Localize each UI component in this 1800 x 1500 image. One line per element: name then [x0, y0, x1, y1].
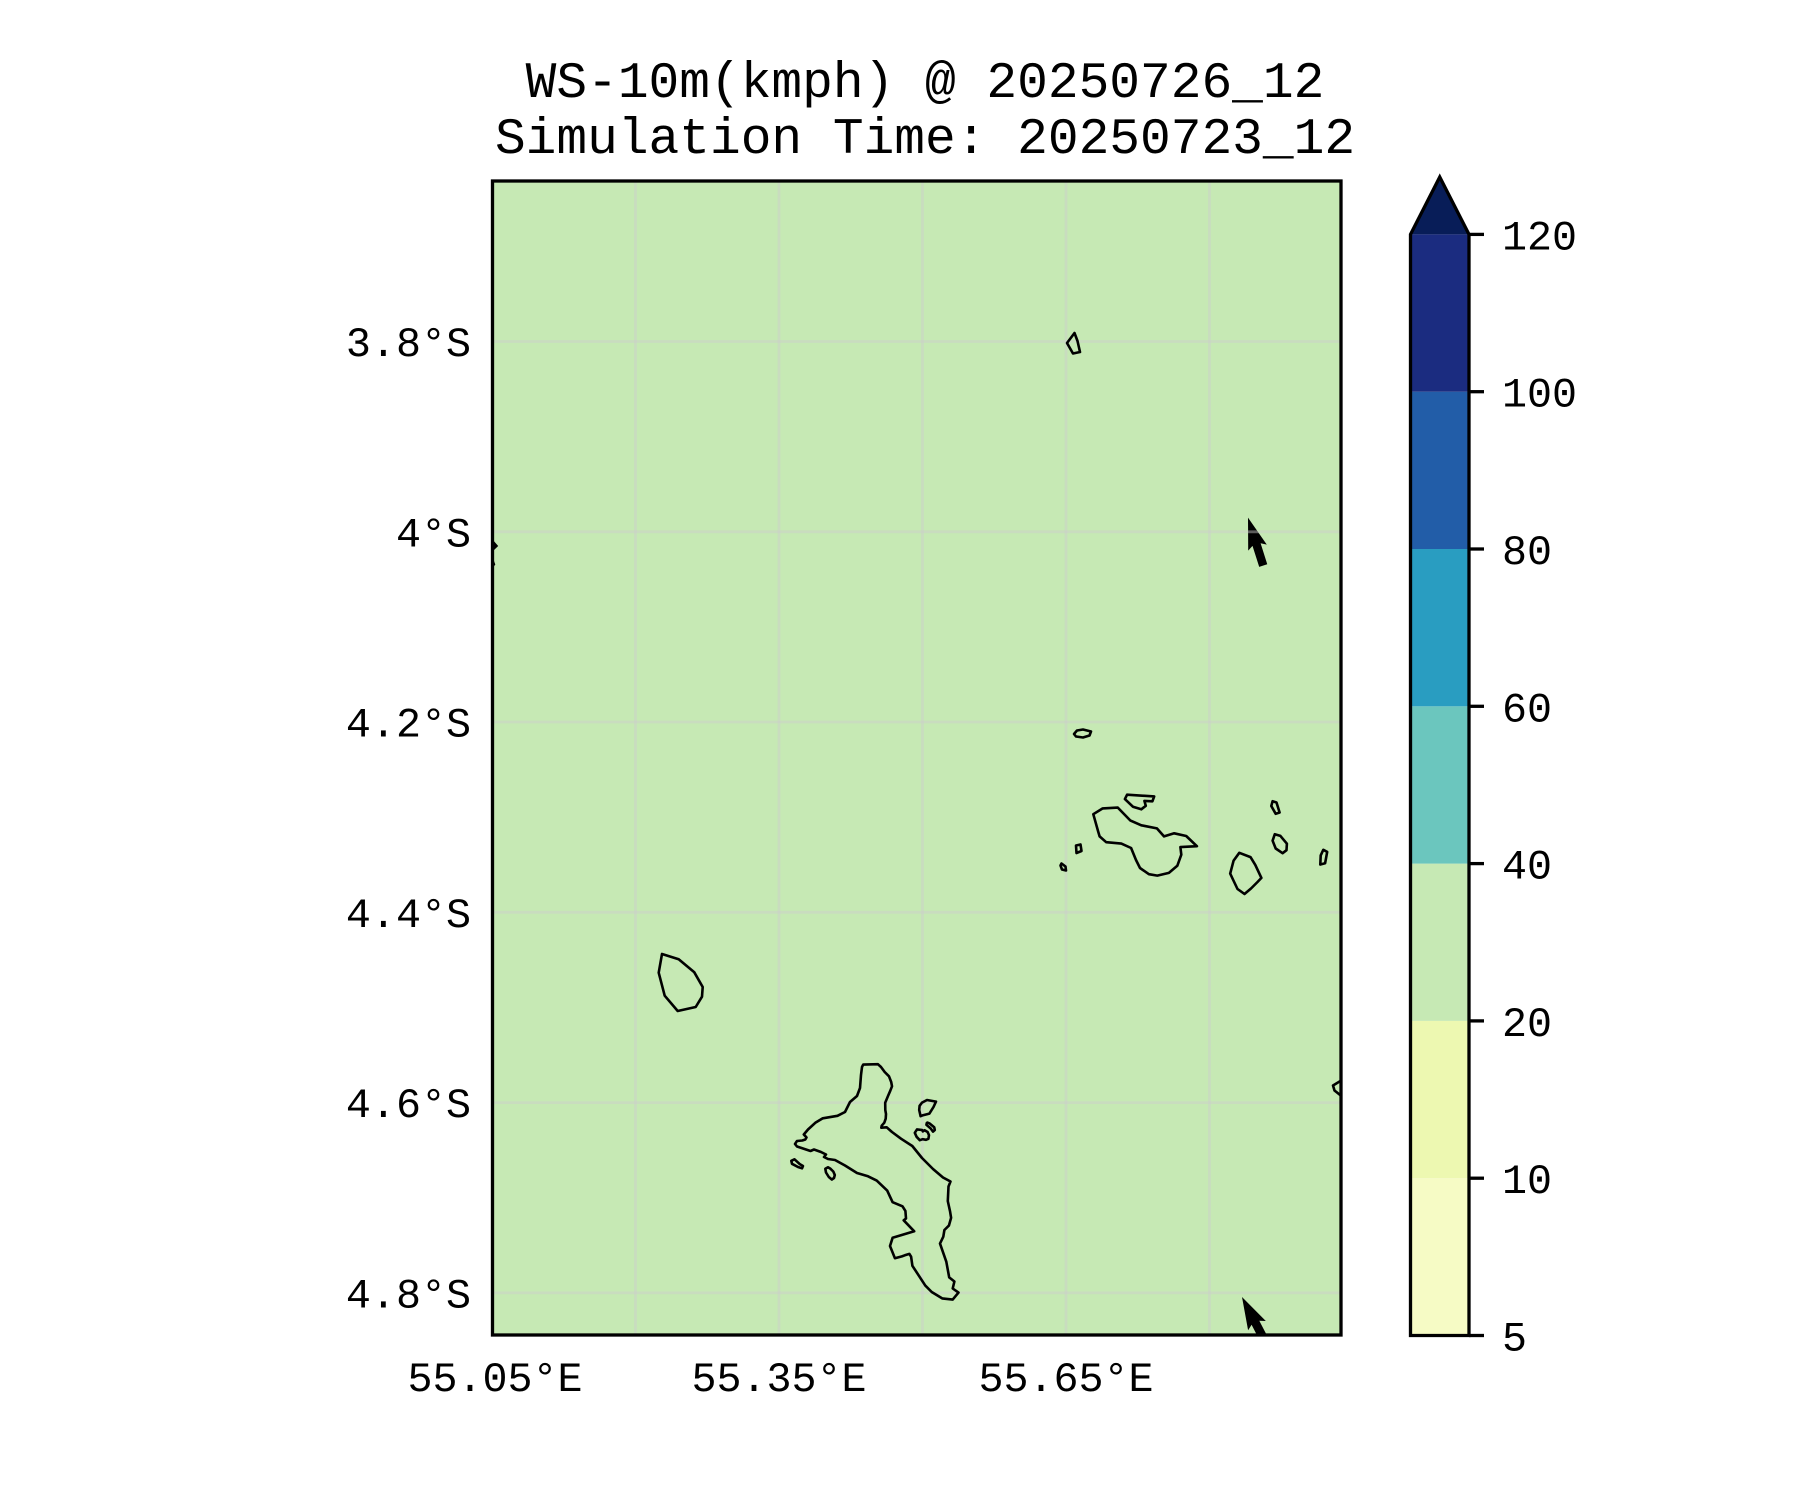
- svg-text:40: 40: [1502, 844, 1552, 892]
- svg-text:60: 60: [1502, 686, 1552, 734]
- svg-text:20: 20: [1502, 1001, 1552, 1049]
- svg-text:80: 80: [1502, 529, 1552, 577]
- svg-text:120: 120: [1502, 214, 1577, 262]
- svg-text:4.2°S: 4.2°S: [346, 702, 471, 750]
- svg-text:4.8°S: 4.8°S: [346, 1272, 471, 1320]
- svg-text:5: 5: [1502, 1316, 1527, 1364]
- svg-text:55.65°E: 55.65°E: [978, 1356, 1153, 1404]
- svg-text:WS-10m(kmph) @ 20250726_12: WS-10m(kmph) @ 20250726_12: [526, 55, 1325, 113]
- svg-text:Simulation Time: 20250723_12: Simulation Time: 20250723_12: [495, 111, 1355, 169]
- svg-text:55.05°E: 55.05°E: [407, 1356, 582, 1404]
- svg-text:4°S: 4°S: [396, 511, 471, 559]
- svg-text:4.6°S: 4.6°S: [346, 1082, 471, 1130]
- svg-text:3.8°S: 3.8°S: [346, 321, 471, 369]
- svg-text:100: 100: [1502, 372, 1577, 420]
- svg-text:55.35°E: 55.35°E: [691, 1356, 866, 1404]
- svg-text:4.4°S: 4.4°S: [346, 892, 471, 940]
- svg-text:10: 10: [1502, 1158, 1552, 1206]
